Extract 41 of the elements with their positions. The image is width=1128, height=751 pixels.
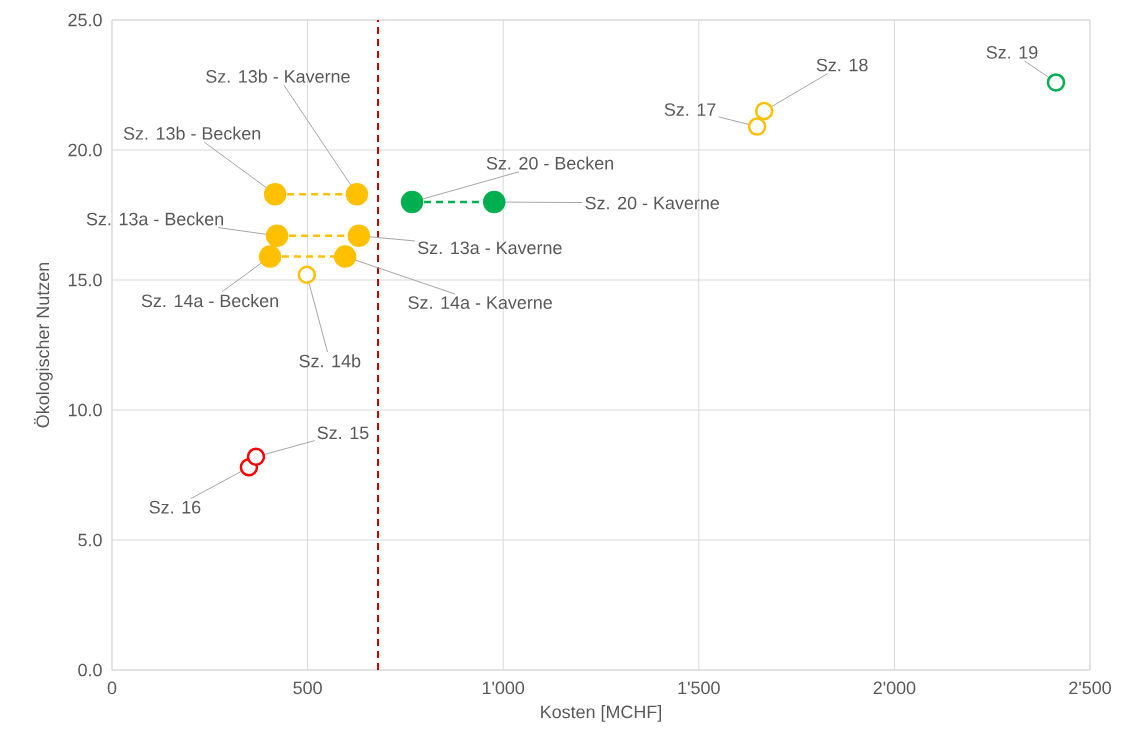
annotation: Sz. 13b - Kaverne — [206, 69, 350, 83]
point — [347, 224, 371, 248]
point — [263, 182, 287, 206]
point — [246, 447, 266, 467]
point — [345, 182, 369, 206]
x-tick-label: 500 — [293, 681, 322, 695]
x-tick-label: 2'500 — [1069, 681, 1111, 695]
annotation: Sz. 14a - Becken — [141, 294, 278, 308]
point — [1046, 73, 1066, 92]
annotation: Sz. 16 — [149, 500, 201, 514]
y-tick-label: 25.0 — [68, 13, 102, 27]
point — [400, 190, 424, 214]
point — [482, 190, 506, 214]
x-tick-label: 1'000 — [482, 681, 525, 695]
annotation: Sz. 19 — [986, 46, 1038, 59]
annotation: Sz. 20 - Becken — [486, 156, 614, 170]
annotation: Sz. 13b - Becken — [123, 126, 261, 140]
annotation: Sz. 15 — [317, 426, 369, 440]
y-axis-title: Ökologischer Nutzen — [34, 262, 53, 428]
annotation: Sz. 14b — [299, 354, 361, 368]
annotation: Sz. 20 - Kaverne — [585, 196, 720, 210]
y-tick-label: 15.0 — [68, 273, 102, 287]
annotation: Sz. 18 — [816, 58, 868, 72]
x-tick-label: 1'500 — [678, 681, 720, 695]
point — [333, 245, 357, 268]
annotation: Sz. 13a - Kaverne — [418, 241, 562, 255]
y-tick-label: 10.0 — [68, 403, 102, 417]
x-tick-label: 2'000 — [873, 681, 916, 695]
annotation: Sz. 14a - Kaverne — [408, 296, 552, 309]
point — [258, 245, 282, 268]
y-tick-label: 5.0 — [78, 533, 102, 547]
annotation: Sz. 13a - Becken — [86, 212, 224, 226]
y-tick-label: 0.0 — [78, 663, 102, 677]
point — [297, 265, 317, 285]
x-tick-label: 0 — [107, 681, 117, 695]
point — [747, 117, 767, 136]
x-axis-title: Kosten [MCHF] — [541, 705, 661, 722]
point — [754, 101, 774, 121]
point — [265, 224, 289, 248]
annotation: Sz. 17 — [664, 103, 716, 116]
y-tick-label: 20.0 — [68, 143, 102, 157]
